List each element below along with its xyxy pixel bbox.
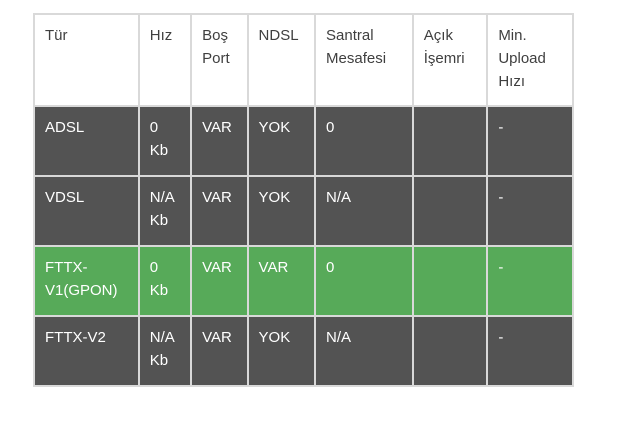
- column-header-min-upload-hizi: Min. Upload Hızı: [486, 13, 574, 107]
- cell-acik-isemri-fttx-v2: [411, 315, 489, 387]
- cell-ndsl-fttx-v1: VAR: [246, 245, 317, 317]
- cell-tur-fttx-v2: FTTX-V2: [33, 315, 140, 387]
- cell-santral-mesafesi-vdsl: N/A: [314, 175, 414, 247]
- column-header-acik-isemri: Açık İşemri: [411, 13, 489, 107]
- column-header-hiz: Hız: [137, 13, 193, 107]
- cell-hiz-fttx-v2: N/A Kb: [137, 315, 193, 387]
- header-row: Tür Hız Boş Port NDSL Santral Mesafesi Açık İ…: [33, 13, 574, 107]
- cell-hiz-vdsl: N/A Kb: [137, 175, 193, 247]
- cell-tur-vdsl: VDSL: [33, 175, 140, 247]
- cell-santral-mesafesi-fttx-v1: 0: [314, 245, 414, 317]
- cell-tur-adsl: ADSL: [33, 105, 140, 177]
- cell-tur-fttx-v1: FTTX-V1(GPON): [33, 245, 140, 317]
- table-row-vdsl: VDSL N/A Kb VAR YOK N/A -: [33, 175, 574, 247]
- table-row-adsl: ADSL 0 Kb VAR YOK 0-: [33, 105, 574, 177]
- cell-acik-isemri-vdsl: [411, 175, 489, 247]
- cell-min-upload-hizi-vdsl: -: [486, 175, 574, 247]
- cell-min-upload-hizi-fttx-v1: -: [486, 245, 574, 317]
- cell-bos-port-vdsl: VAR: [190, 175, 249, 247]
- column-header-santral-mesafesi: Santral Mesafesi: [314, 13, 414, 107]
- column-header-ndsl: NDSL: [246, 13, 317, 107]
- column-header-tur: Tür: [33, 13, 140, 107]
- cell-ndsl-vdsl: YOK: [246, 175, 317, 247]
- cell-ndsl-adsl: YOK: [246, 105, 317, 177]
- cell-santral-mesafesi-fttx-v2: N/A: [314, 315, 414, 387]
- cell-bos-port-fttx-v2: VAR: [190, 315, 249, 387]
- table-body: ADSL 0 Kb VAR YOK 0- VDSL N/A Kb VAR YOK N/A - FTTX…: [33, 105, 574, 387]
- cell-santral-mesafesi-adsl: 0: [314, 105, 414, 177]
- cell-bos-port-adsl: VAR: [190, 105, 249, 177]
- cell-acik-isemri-fttx-v1: [411, 245, 489, 317]
- cell-hiz-adsl: 0 Kb: [137, 105, 193, 177]
- cell-acik-isemri-adsl: [411, 105, 489, 177]
- column-header-bos-port: Boş Port: [190, 13, 249, 107]
- cell-min-upload-hizi-fttx-v2: -: [486, 315, 574, 387]
- cell-hiz-fttx-v1: 0 Kb: [137, 245, 193, 317]
- table-row-fttx-v1: FTTX-V1(GPON) 0 Kb VAR VAR 0-: [33, 245, 574, 317]
- availability-table: Tür Hız Boş Port NDSL Santral Mesafesi Açık İ…: [33, 13, 574, 387]
- cell-ndsl-fttx-v2: YOK: [246, 315, 317, 387]
- table-row-fttx-v2: FTTX-V2 N/A Kb VAR YOK N/A -: [33, 315, 574, 387]
- cell-bos-port-fttx-v1: VAR: [190, 245, 249, 317]
- cell-min-upload-hizi-adsl: -: [486, 105, 574, 177]
